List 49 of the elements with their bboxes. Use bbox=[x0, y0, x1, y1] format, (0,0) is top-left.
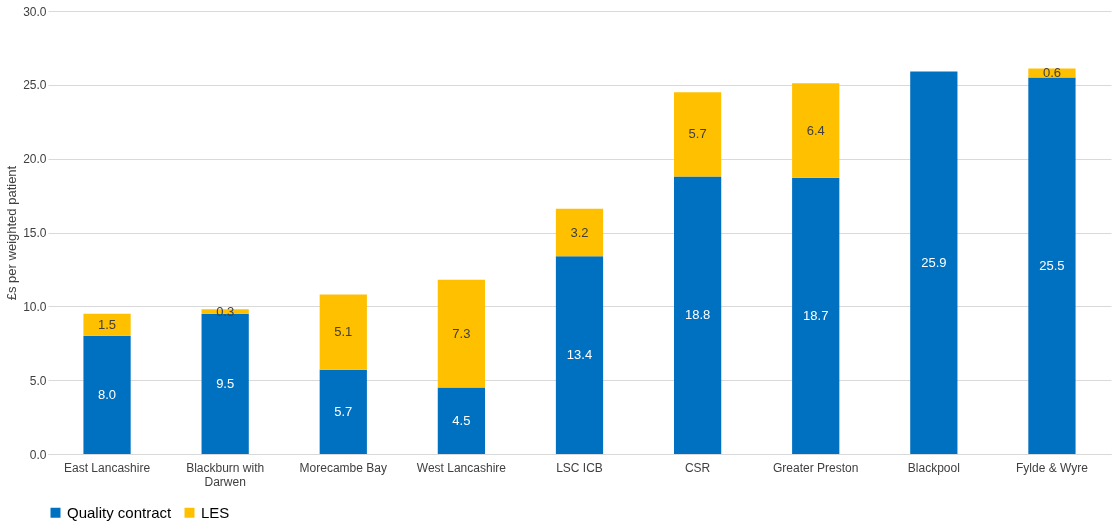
y-tick-label: 0.0 bbox=[29, 447, 47, 462]
bar bbox=[319, 369, 367, 454]
y-tick-label: 20.0 bbox=[23, 152, 47, 167]
data-label: 8.0 bbox=[98, 386, 117, 402]
y-tick-label: 5.0 bbox=[29, 373, 47, 388]
x-tick-label: LSC ICB bbox=[556, 460, 603, 475]
data-label: 25.9 bbox=[921, 254, 947, 270]
bar bbox=[673, 92, 722, 177]
y-tick-label: 25.0 bbox=[23, 78, 47, 93]
x-tick-label: West Lancashire bbox=[416, 460, 507, 475]
bar bbox=[673, 176, 722, 454]
data-label: 18.7 bbox=[803, 307, 829, 323]
y-tick-label: 30.0 bbox=[23, 4, 47, 19]
bar bbox=[555, 256, 604, 454]
bar bbox=[83, 313, 131, 336]
data-label: 5.1 bbox=[334, 324, 353, 340]
data-label: 13.4 bbox=[566, 347, 593, 363]
data-label: 5.7 bbox=[688, 126, 707, 142]
y-tick-label: 15.0 bbox=[23, 226, 47, 240]
x-tick-label: East Lancashire bbox=[64, 460, 151, 475]
bar bbox=[83, 335, 131, 454]
bar bbox=[1028, 77, 1076, 454]
x-tick-label: Fylde & Wyre bbox=[1015, 460, 1089, 475]
data-label: 18.8 bbox=[684, 307, 711, 323]
data-label: 6.4 bbox=[806, 122, 825, 138]
data-label: 5.7 bbox=[334, 403, 353, 419]
data-label: 9.5 bbox=[216, 375, 235, 391]
data-label: 3.2 bbox=[570, 224, 589, 240]
data-label: 0.6 bbox=[1042, 65, 1061, 81]
x-tick-label: CSR bbox=[684, 460, 711, 475]
data-label: 7.3 bbox=[452, 325, 471, 341]
bar bbox=[555, 208, 604, 257]
data-label: 25.5 bbox=[1039, 257, 1065, 273]
bar bbox=[319, 294, 367, 370]
y-axis-title: £s per weighted patient bbox=[4, 165, 20, 301]
data-label: 4.5 bbox=[452, 412, 471, 428]
x-tick-label: Greater Preston bbox=[773, 460, 859, 475]
legend-label: LES bbox=[201, 503, 230, 521]
bar bbox=[792, 83, 840, 178]
bar bbox=[437, 279, 486, 388]
bar bbox=[910, 71, 958, 454]
x-tick-label: Morecambe Bay bbox=[299, 460, 387, 475]
y-tick-label: 10.0 bbox=[23, 299, 47, 314]
legend-label: Quality contract bbox=[67, 503, 173, 521]
data-label: 1.5 bbox=[98, 316, 117, 332]
x-tick-label: Blackburn with Darwen bbox=[186, 460, 265, 489]
x-tick-label: Blackpool bbox=[907, 460, 960, 475]
bar bbox=[437, 387, 486, 454]
bar bbox=[792, 177, 840, 454]
